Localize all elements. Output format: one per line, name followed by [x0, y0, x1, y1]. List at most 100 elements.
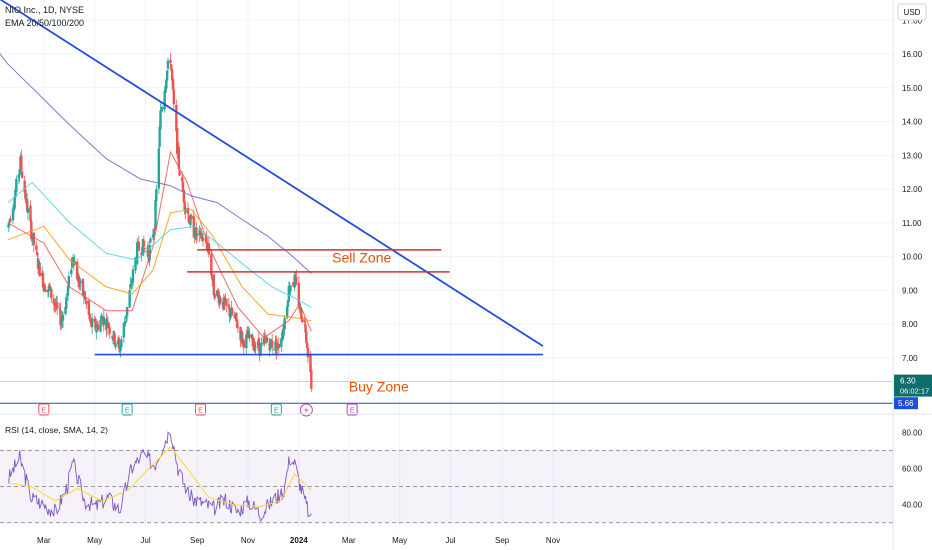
rsi-legend[interactable]: RSI (14, close, SMA, 14, 2) [5, 425, 108, 435]
time-tick-label: Mar [342, 536, 356, 545]
candle-body [280, 338, 283, 348]
candle-body [17, 174, 21, 179]
candle-body [245, 332, 249, 333]
candle-body [41, 272, 45, 288]
candle-body [304, 324, 307, 333]
earnings-marker[interactable] [346, 403, 358, 416]
candle-body [305, 331, 308, 344]
candle-body [175, 128, 179, 154]
candle-body [198, 229, 201, 235]
last-price-badge[interactable] [894, 374, 932, 397]
candle-body [178, 171, 181, 176]
symbol-title[interactable]: NIO Inc., 1D, NYSE [5, 5, 84, 15]
candle-body [222, 297, 226, 310]
candle-body [66, 285, 70, 296]
ema50-line [7, 208, 312, 322]
candle-body [189, 216, 192, 226]
candle-body [153, 228, 156, 231]
candle-body [270, 340, 274, 349]
time-tick-label: May [87, 536, 102, 545]
candle-body [43, 284, 46, 291]
candle-body [146, 247, 150, 256]
candle-body [303, 320, 306, 323]
candle-body [210, 253, 213, 276]
earnings-marker[interactable] [38, 403, 50, 416]
candle-body [14, 190, 17, 198]
candle-body [275, 347, 279, 350]
ema200-line [0, 53, 312, 274]
candle-body [277, 343, 281, 349]
candle-body [125, 307, 129, 316]
ema20-line [7, 150, 312, 339]
candle-body [122, 323, 126, 338]
candle-body [186, 208, 190, 214]
candle-body [151, 234, 155, 238]
candle-body [30, 220, 33, 239]
candle-body [25, 198, 29, 212]
earnings-marker[interactable] [194, 403, 206, 416]
candle-body [70, 269, 73, 275]
candle-body [309, 354, 312, 373]
candle-body [25, 197, 28, 200]
candle-body [207, 243, 211, 255]
candle-body [59, 309, 62, 326]
candle-body [235, 312, 238, 322]
candle-body [18, 169, 21, 176]
time-tick-label: Jul [140, 536, 150, 545]
candle-body [52, 298, 56, 305]
candle-body [24, 189, 27, 200]
candle-body [306, 348, 310, 358]
candle-body [305, 342, 309, 349]
candle-body [291, 282, 295, 285]
candle-body [219, 298, 222, 303]
ema-legend[interactable]: EMA 20/50/100/200 [5, 18, 84, 28]
candle-body [195, 228, 198, 238]
candle-body [275, 338, 278, 353]
candle-body [44, 289, 47, 292]
candle-body [195, 233, 199, 236]
candle-body [99, 320, 102, 332]
rsi-tick-label: 60.00 [902, 465, 923, 474]
candle-body [170, 69, 174, 81]
candle-body [114, 343, 117, 347]
candle-body [183, 201, 186, 211]
candle-body [65, 297, 68, 309]
candle-body [251, 337, 255, 347]
rsi-tick-label: 40.00 [902, 501, 923, 510]
candle-body [165, 79, 168, 89]
candle-body [113, 333, 116, 345]
time-tick-label: 2024 [290, 536, 308, 545]
candle-body [164, 86, 167, 92]
candle-body [55, 302, 59, 309]
candle-body [177, 146, 181, 169]
candle-body [175, 104, 178, 132]
currency-button[interactable] [897, 3, 927, 21]
candle-body [263, 336, 266, 340]
candle-body [123, 322, 126, 326]
countdown-value: 06:02:17 [900, 387, 929, 396]
sell-zone-label[interactable]: Sell Zone [332, 250, 391, 266]
candle-body [128, 290, 131, 308]
candle-body [269, 338, 272, 348]
earnings-marker-letter: E [41, 408, 46, 415]
candle-body [140, 252, 143, 255]
buy-zone-label[interactable]: Buy Zone [349, 379, 409, 395]
descending-trendline[interactable] [0, 0, 544, 347]
candle-body [32, 232, 36, 246]
candle-body [242, 340, 246, 348]
time-tick-label: Nov [241, 536, 255, 545]
candle-body [48, 284, 51, 289]
currency-label[interactable]: USD [904, 8, 921, 17]
earnings-marker[interactable] [270, 403, 282, 416]
candle-body [71, 257, 75, 259]
earnings-marker[interactable] [121, 403, 133, 416]
candle-body [81, 278, 85, 295]
candle-body [180, 177, 184, 182]
candle-body [228, 307, 231, 317]
level-badge[interactable] [894, 397, 918, 410]
candle-body [310, 370, 313, 389]
candle-body [298, 303, 301, 309]
candle-body [289, 285, 292, 292]
candle-body [190, 215, 193, 220]
